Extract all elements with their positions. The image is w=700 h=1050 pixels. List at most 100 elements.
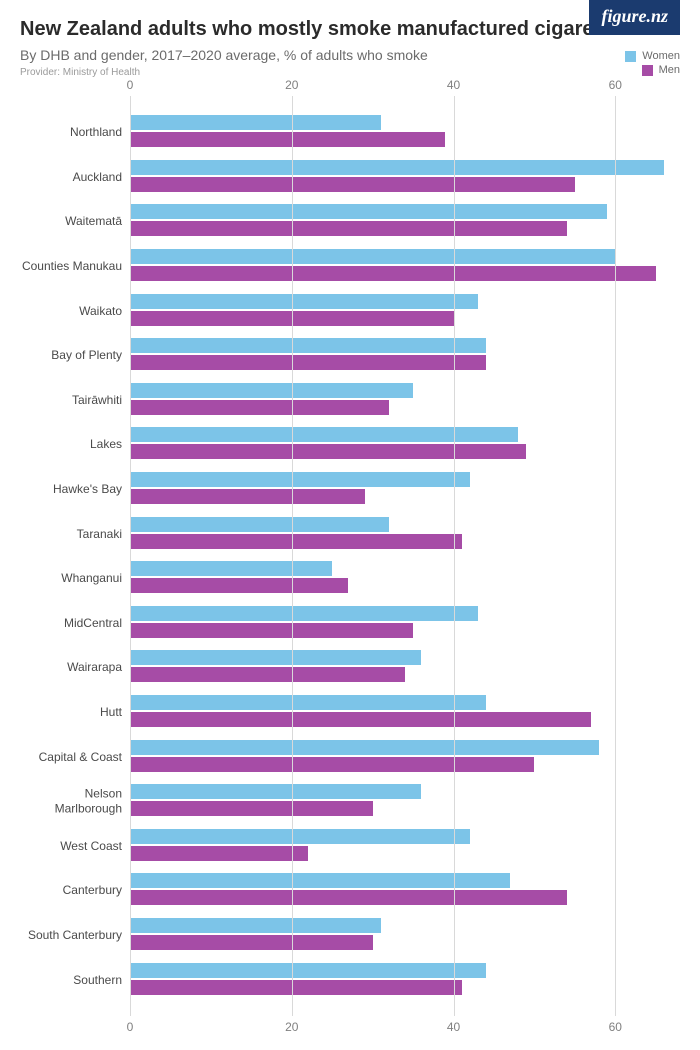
bar-men xyxy=(130,667,405,682)
gridline xyxy=(615,96,616,1016)
bar-women xyxy=(130,160,664,175)
category-label: Nelson Marlborough xyxy=(20,787,130,816)
bar-men xyxy=(130,534,462,549)
bar-row: West Coast xyxy=(130,824,680,868)
bar-row: Counties Manukau xyxy=(130,244,680,288)
bar-row: Hutt xyxy=(130,690,680,734)
category-label: Wairarapa xyxy=(20,660,130,674)
legend-item-men: Men xyxy=(625,64,680,76)
category-label: Waikato xyxy=(20,303,130,317)
x-axis-tick-bottom: 0 xyxy=(127,1020,134,1034)
bar-row: Lakes xyxy=(130,422,680,466)
bar-women xyxy=(130,650,421,665)
bar-men xyxy=(130,890,567,905)
bar-men xyxy=(130,935,373,950)
bar-women xyxy=(130,561,332,576)
bar-row: Capital & Coast xyxy=(130,735,680,779)
bar-men xyxy=(130,400,389,415)
category-label: MidCentral xyxy=(20,616,130,630)
bar-row: Nelson Marlborough xyxy=(130,779,680,823)
bar-row: Auckland xyxy=(130,155,680,199)
x-axis-tick-bottom: 40 xyxy=(447,1020,460,1034)
bar-women xyxy=(130,695,486,710)
bar-women xyxy=(130,963,486,978)
bar-row: Waitematā xyxy=(130,199,680,243)
plot-area: NorthlandAucklandWaitematāCounties Manuk… xyxy=(130,96,680,1016)
x-axis-tick-top: 60 xyxy=(609,78,622,92)
bar-women xyxy=(130,517,389,532)
bar-women xyxy=(130,606,478,621)
chart-header: figure.nz New Zealand adults who mostly … xyxy=(0,0,700,86)
x-axis-tick-top: 20 xyxy=(285,78,298,92)
bar-men xyxy=(130,846,308,861)
bar-women xyxy=(130,115,381,130)
category-label: Counties Manukau xyxy=(20,259,130,273)
bar-women xyxy=(130,204,607,219)
bar-row: Tairāwhiti xyxy=(130,378,680,422)
bar-row: Hawke's Bay xyxy=(130,467,680,511)
bar-women xyxy=(130,918,381,933)
chart-provider: Provider: Ministry of Health xyxy=(20,67,680,78)
category-label: Hawke's Bay xyxy=(20,482,130,496)
x-axis-tick-bottom: 60 xyxy=(609,1020,622,1034)
bar-men xyxy=(130,266,656,281)
category-label: Southern xyxy=(20,972,130,986)
bar-women xyxy=(130,383,413,398)
bar-men xyxy=(130,801,373,816)
category-label: Canterbury xyxy=(20,883,130,897)
bar-row: South Canterbury xyxy=(130,913,680,957)
bar-row: MidCentral xyxy=(130,601,680,645)
category-label: Capital & Coast xyxy=(20,749,130,763)
category-label: Hutt xyxy=(20,705,130,719)
x-axis-tick-bottom: 20 xyxy=(285,1020,298,1034)
bar-men xyxy=(130,578,348,593)
bar-women xyxy=(130,249,615,264)
gridline xyxy=(454,96,455,1016)
legend-swatch-women xyxy=(625,51,636,62)
bar-women xyxy=(130,740,599,755)
category-label: Bay of Plenty xyxy=(20,348,130,362)
bar-men xyxy=(130,712,591,727)
x-axis-tick-top: 40 xyxy=(447,78,460,92)
bar-men xyxy=(130,177,575,192)
bar-men xyxy=(130,355,486,370)
gridline xyxy=(130,96,131,1016)
bar-men xyxy=(130,757,534,772)
category-label: Northland xyxy=(20,125,130,139)
bar-men xyxy=(130,132,445,147)
bar-women xyxy=(130,472,470,487)
bar-women xyxy=(130,427,518,442)
category-label: West Coast xyxy=(20,839,130,853)
bar-row: Canterbury xyxy=(130,868,680,912)
bar-women xyxy=(130,829,470,844)
bar-row: Northland xyxy=(130,110,680,154)
legend-label-women: Women xyxy=(642,50,680,62)
bar-row: Bay of Plenty xyxy=(130,333,680,377)
bar-men xyxy=(130,221,567,236)
category-label: Lakes xyxy=(20,437,130,451)
legend: Women Men xyxy=(625,50,680,78)
bar-row: Wairarapa xyxy=(130,645,680,689)
bar-women xyxy=(130,784,421,799)
legend-label-men: Men xyxy=(659,64,680,76)
bar-row: Waikato xyxy=(130,289,680,333)
gridline xyxy=(292,96,293,1016)
bar-women xyxy=(130,294,478,309)
category-label: Waitematā xyxy=(20,214,130,228)
category-label: Taranaki xyxy=(20,526,130,540)
category-label: Auckland xyxy=(20,170,130,184)
bar-rows: NorthlandAucklandWaitematāCounties Manuk… xyxy=(130,110,680,1002)
chart: NorthlandAucklandWaitematāCounties Manuk… xyxy=(20,96,680,1016)
category-label: Whanganui xyxy=(20,571,130,585)
bar-women xyxy=(130,338,486,353)
bar-men xyxy=(130,489,365,504)
bar-row: Whanganui xyxy=(130,556,680,600)
bar-men xyxy=(130,444,526,459)
bar-men xyxy=(130,623,413,638)
chart-title: New Zealand adults who mostly smoke manu… xyxy=(20,18,680,41)
bar-row: Southern xyxy=(130,958,680,1002)
chart-subtitle: By DHB and gender, 2017–2020 average, % … xyxy=(20,47,680,63)
figurenz-logo: figure.nz xyxy=(589,0,680,35)
category-label: South Canterbury xyxy=(20,928,130,942)
x-axis-tick-top: 0 xyxy=(127,78,134,92)
